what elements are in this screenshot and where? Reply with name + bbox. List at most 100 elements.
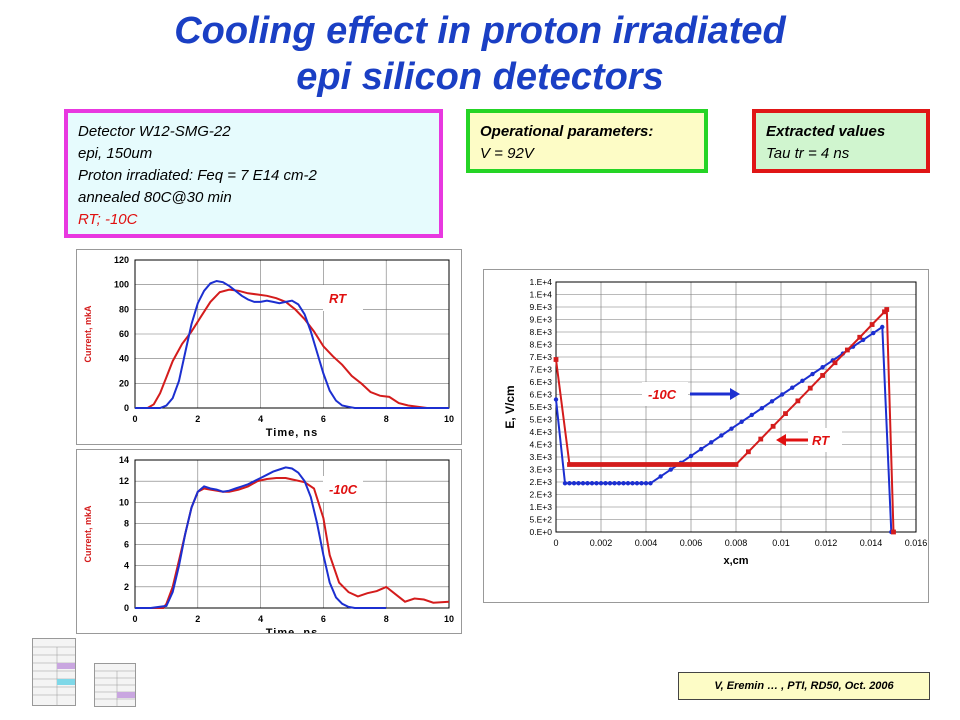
field-point-rt <box>820 373 826 378</box>
series-line-red <box>135 288 449 409</box>
field-point-rt <box>585 462 590 467</box>
series-line-blue <box>135 466 387 609</box>
x-axis-label: Time, ns <box>266 427 318 439</box>
y-tick-label: 12 <box>119 476 129 486</box>
y-tick-label: 7.E+3 <box>530 352 553 362</box>
field-point-cold <box>668 467 673 472</box>
annotation-arrowhead-rt <box>776 434 786 446</box>
field-profile-chart-svg: 0 0.002 0.004 0.006 0.008 0.01 0.012 0.014 0.016… <box>503 277 928 567</box>
field-point-rt <box>634 462 640 467</box>
y-tick-label: 6 <box>124 540 129 550</box>
field-point-cold <box>598 481 604 486</box>
field-point-cold <box>658 474 663 479</box>
x-axis-label: Time, ns <box>266 627 318 633</box>
x-tick-label: 2 <box>195 614 200 624</box>
field-point-cold <box>616 481 622 486</box>
field-point-rt <box>884 307 890 312</box>
x-tick-label: 4 <box>258 414 263 424</box>
x-tick-label: 2 <box>195 414 200 424</box>
x-tick-label: 0 <box>553 538 558 548</box>
field-point-rt <box>783 411 788 417</box>
field-point-rt <box>594 462 599 467</box>
field-point-rt <box>745 449 751 455</box>
x-tick-label: 0.008 <box>725 538 748 548</box>
field-point-cold <box>589 481 595 486</box>
operational-parameters-box: Operational parameters: V = 92V <box>466 109 708 173</box>
x-tick-label: 0.01 <box>772 538 790 548</box>
y-tick-label: 1.E+3 <box>530 502 553 512</box>
y-tick-label: 1.E+4 <box>530 290 553 300</box>
y-tick-label: 120 <box>114 255 129 265</box>
y-tick-label: 5.E+3 <box>530 402 553 412</box>
field-point-rt <box>621 462 626 467</box>
plot-frame <box>134 459 450 609</box>
field-point-rt <box>643 462 649 467</box>
field-point-rt <box>706 462 712 467</box>
annotation-label: RT <box>329 291 347 306</box>
field-point-rt <box>684 462 689 467</box>
field-point-cold <box>621 481 626 486</box>
field-point-rt <box>598 462 604 467</box>
field-point-rt <box>832 360 838 366</box>
y-tick-label: 80 <box>119 304 129 314</box>
field-point-rt <box>607 462 613 467</box>
y-tick-label: 10 <box>119 497 129 507</box>
field-point-cold <box>571 481 577 486</box>
x-tick-label: 6 <box>321 414 326 424</box>
field-point-rt <box>648 462 653 467</box>
field-point-rt <box>571 462 577 467</box>
field-point-cold <box>625 481 631 486</box>
current-chart-cold: 0 2 4 6 8 10 0 2 4 6 8 10 12 14 Time, ns Current, mkA -1… <box>76 449 462 639</box>
field-point-rt <box>844 347 850 353</box>
field-point-rt <box>603 462 608 467</box>
annotation-label-cold: -10C <box>648 387 677 402</box>
x-tick-label: 0.016 <box>905 538 928 548</box>
field-point-cold <box>607 481 613 486</box>
x-tick-label: 4 <box>258 614 263 624</box>
field-point-cold <box>603 481 608 486</box>
field-point-cold <box>871 330 876 336</box>
field-point-rt <box>580 462 586 467</box>
x-tick-label: 0.014 <box>860 538 883 548</box>
footer-credit: V, Eremin … , PTI, RD50, Oct. 2006 <box>678 672 930 700</box>
field-point-rt <box>576 462 581 467</box>
extracted-values-box: Extracted values Tau tr = 4 ns <box>752 109 930 173</box>
extracted-heading: Extracted values <box>766 123 886 140</box>
field-point-cold <box>553 397 559 402</box>
field-point-rt <box>630 462 635 467</box>
detector-line-1: Detector W12-SMG-22 <box>78 123 231 140</box>
slide-title-line1: Cooling effect in proton irradiated <box>174 10 786 52</box>
y-tick-label: 6.E+3 <box>530 390 553 400</box>
field-profile-chart: 0 0.002 0.004 0.006 0.008 0.01 0.012 0.014 0.016… <box>483 269 929 603</box>
y-tick-label: 100 <box>114 280 129 290</box>
x-tick-label: 8 <box>384 414 389 424</box>
field-point-cold <box>719 433 724 438</box>
y-tick-label: 60 <box>119 329 129 339</box>
y-axis-label: E, V/cm <box>503 385 517 428</box>
embedded-table-thumbnail-2 <box>94 663 136 707</box>
y-tick-label: 2.E+3 <box>530 477 553 487</box>
field-point-cold <box>594 481 599 486</box>
field-point-rt <box>715 462 721 467</box>
x-axis-label: x,cm <box>723 555 748 567</box>
field-point-rt <box>661 462 667 467</box>
field-point-cold <box>698 446 704 452</box>
embedded-table-thumbnail-1 <box>32 638 76 706</box>
detector-line-2: epi, 150um <box>78 145 153 162</box>
field-point-rt <box>616 462 622 467</box>
field-point-cold <box>880 324 885 330</box>
slide-title-line2: epi silicon detectors <box>296 56 664 98</box>
field-point-rt <box>639 462 644 467</box>
plot-frame <box>134 259 450 409</box>
field-point-rt <box>720 462 725 467</box>
y-tick-label: 8 <box>124 518 129 528</box>
x-tick-label: 10 <box>444 614 454 624</box>
y-tick-label: 20 <box>119 378 129 388</box>
y-tick-label: 6.E+3 <box>530 377 553 387</box>
field-point-rt <box>652 462 658 467</box>
series-line-blue <box>135 279 449 409</box>
current-chart-rt: 0 2 4 6 8 10 0 20 40 60 80 100 120 Time, ns Current, m… <box>76 249 462 445</box>
field-point-cold <box>749 412 754 418</box>
field-point-cold <box>630 481 635 486</box>
